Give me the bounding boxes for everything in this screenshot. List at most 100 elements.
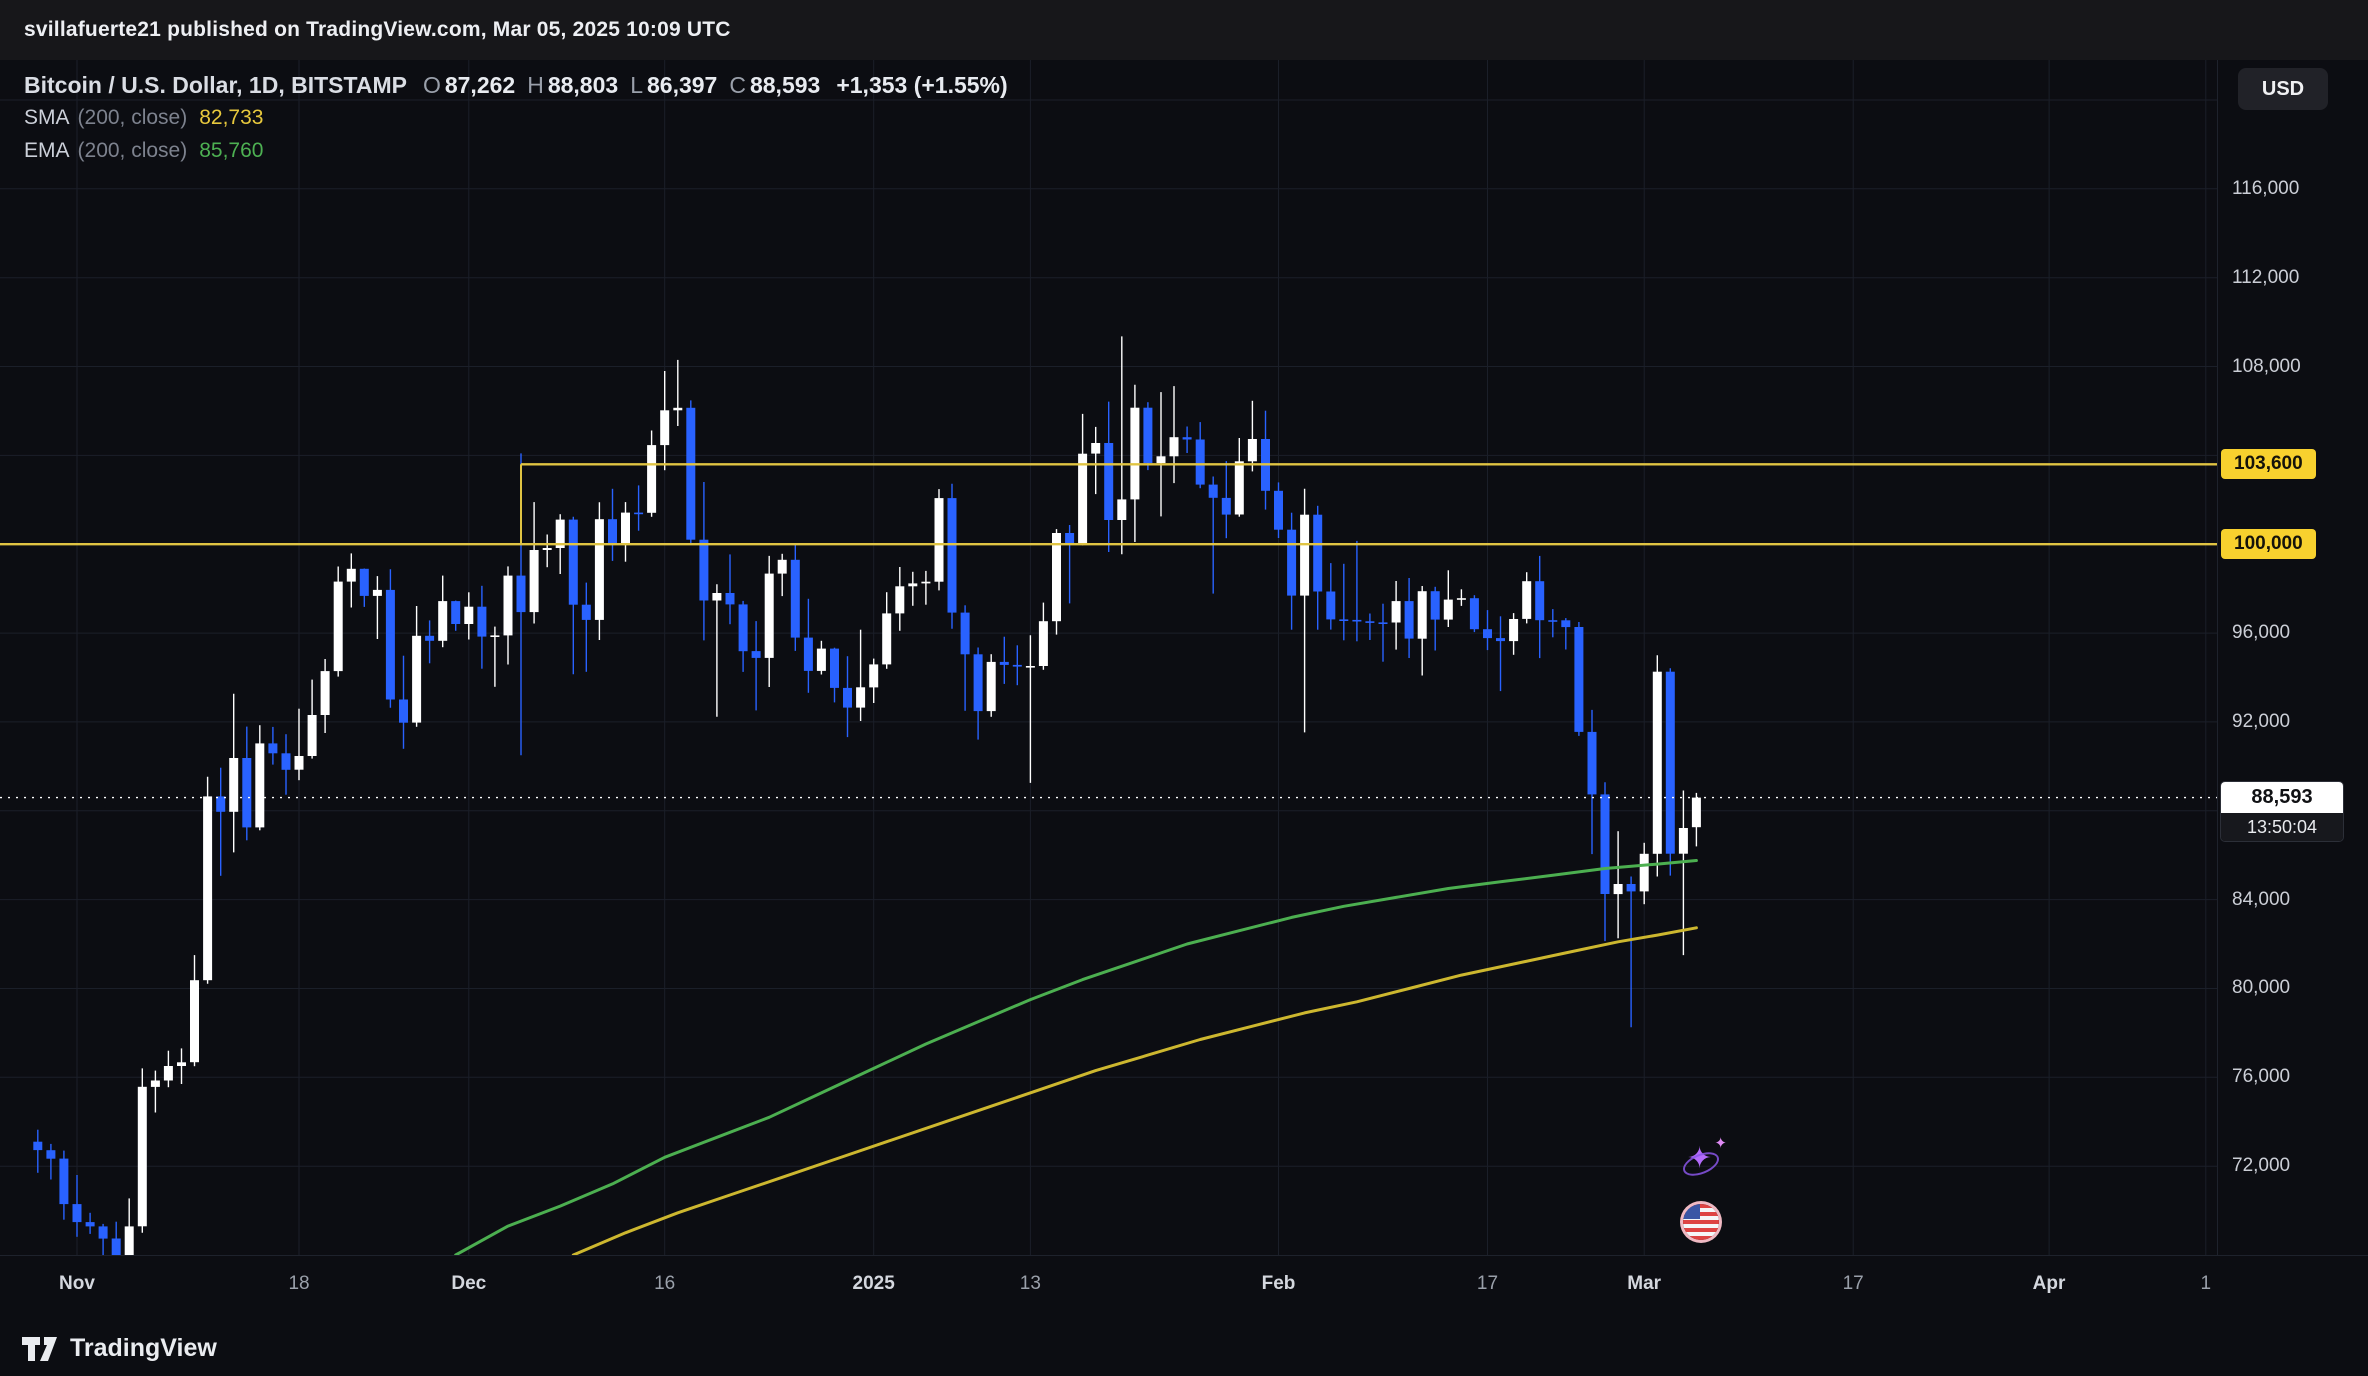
candle-body (542, 548, 552, 550)
time-axis[interactable]: Nov 18 Dec 16 2025 13 Feb 17 Mar 17 Apr 1 (0, 1255, 2368, 1321)
candle-body (1091, 443, 1101, 454)
price-label: 116,000 (2232, 177, 2300, 199)
candle-body (882, 613, 892, 665)
sparkle-small-icon: ✦ (1714, 1134, 1727, 1152)
ma-line (571, 926, 1698, 1255)
tradingview-brand[interactable]: TradingView (70, 1334, 217, 1362)
flag-canton (1682, 1203, 1700, 1219)
chart-area[interactable]: Bitcoin / U.S. Dollar, 1D, BITSTAMP O 87… (0, 60, 2217, 1255)
candle-body (1404, 601, 1414, 639)
candle-body (451, 601, 461, 624)
candle-body (1430, 591, 1440, 620)
candle-body (895, 586, 905, 614)
candle-body (1626, 884, 1636, 892)
candle-body (1535, 581, 1545, 621)
candle-body (46, 1150, 56, 1159)
time-tick-label: 1 (2200, 1273, 2212, 1294)
candle-body (908, 583, 918, 587)
footer-bar: TradingView (0, 1321, 2368, 1376)
candle-body (242, 758, 252, 828)
time-tick-label: Apr (2032, 1273, 2066, 1294)
time-tick-label: 17 (1476, 1273, 1499, 1294)
candle-body (1169, 437, 1179, 457)
level-price-label: 103,600 (2221, 449, 2316, 480)
candle-body (216, 796, 226, 812)
candle-body (1247, 439, 1257, 462)
time-tick-label: Dec (451, 1273, 487, 1294)
candle-body (503, 575, 513, 636)
candle-body (1104, 443, 1114, 520)
candle-body (1456, 598, 1466, 600)
candle-body (1496, 638, 1505, 642)
us-flag-icon[interactable] (1682, 1203, 1723, 1244)
candle-body (830, 648, 839, 688)
candle-body (1483, 629, 1492, 639)
candle-body (1548, 620, 1558, 622)
publish-info-text: svillafuerte21 published on TradingView.… (24, 18, 731, 41)
candle-body (1522, 581, 1532, 619)
candle-body (568, 519, 578, 605)
candle-body (268, 743, 278, 754)
time-tick-label: 16 (654, 1273, 676, 1294)
candle-body (529, 550, 539, 613)
candle-body (856, 687, 866, 708)
tradingview-logo[interactable] (22, 1335, 58, 1363)
candle-body (594, 519, 604, 620)
candle-body (999, 661, 1009, 665)
candle-body (921, 581, 931, 584)
price-label: 92,000 (2232, 710, 2291, 732)
candle-body (790, 559, 800, 638)
candle-body (1339, 619, 1349, 621)
candle-body (1652, 671, 1662, 854)
candle-body (764, 573, 774, 658)
candle-body (1365, 621, 1375, 623)
price-axis[interactable]: USD 116,000 112,000 108,000 96,000 92,000 84,… (2217, 60, 2368, 1255)
candle-body (412, 635, 422, 723)
candle-body (516, 575, 526, 613)
candle-body (359, 568, 369, 596)
price-label: 76,000 (2232, 1066, 2291, 1088)
price-label: 80,000 (2232, 977, 2291, 999)
candle-body (973, 654, 983, 712)
candle-body (803, 637, 813, 671)
candle-body (1182, 437, 1192, 440)
candle-body (1195, 439, 1205, 485)
candle-body (1038, 621, 1048, 666)
candle-body (1391, 601, 1401, 623)
candle-body (1561, 620, 1571, 628)
candle-body (843, 687, 852, 708)
candle-body (634, 512, 644, 515)
candle-body (1313, 514, 1323, 592)
candle-body (869, 664, 879, 688)
candle-body (1012, 664, 1022, 667)
candle-body (1639, 853, 1649, 892)
candle-body (699, 539, 709, 601)
candle-body (608, 519, 617, 545)
candle-body (190, 980, 199, 1063)
candle-body (1143, 407, 1153, 464)
time-tick-label: Nov (59, 1273, 95, 1294)
flag-circle (1682, 1203, 1719, 1240)
candle-body (320, 671, 330, 715)
candle-body (1300, 514, 1310, 596)
candle-body (660, 410, 670, 446)
candle-body (464, 606, 474, 624)
time-tick-label: Feb (1261, 1273, 1296, 1294)
candle-body (490, 635, 500, 637)
candle-body (399, 699, 408, 723)
candle-body (777, 559, 787, 574)
candle-body (1613, 884, 1623, 895)
sparkle-star-icon: ✦ (1686, 1141, 1713, 1175)
candle-body (986, 661, 996, 712)
ma-line (454, 859, 1698, 1255)
candle-body (333, 581, 343, 672)
candle-body (203, 796, 213, 981)
candle-body (98, 1226, 108, 1239)
candle-body (307, 715, 317, 756)
candlestick-chart[interactable] (0, 60, 2217, 1255)
candle-body (1274, 490, 1283, 530)
ai-sparkle-icon[interactable]: ✦ ✦ (1679, 1136, 1727, 1184)
candle-body (934, 498, 944, 582)
currency-toggle-button[interactable]: USD (2238, 68, 2328, 110)
